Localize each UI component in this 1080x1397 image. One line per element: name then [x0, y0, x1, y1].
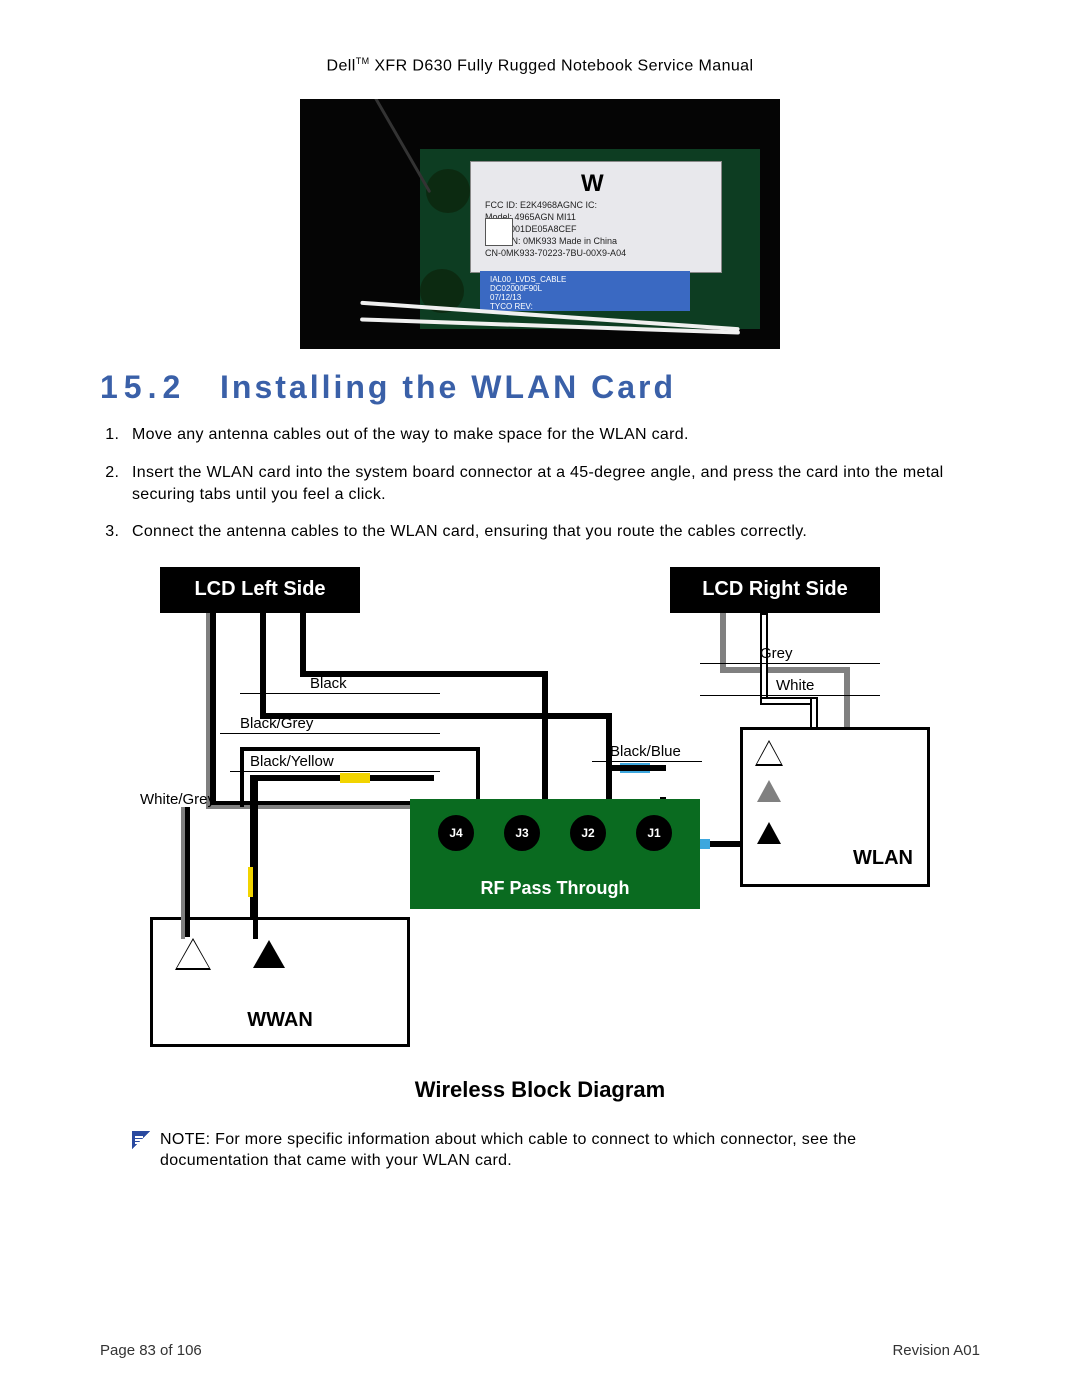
wlan-card-label: W FCC ID: E2K4968AGNC IC: Model: 4965AGN…: [470, 161, 722, 273]
section-number: 15.2: [100, 369, 220, 406]
grey-label: Grey: [760, 645, 793, 662]
tm: TM: [356, 56, 370, 66]
w-letter: W: [581, 170, 604, 198]
blackgrey-label: Black/Grey: [240, 715, 313, 732]
page-header: DellTM XFR D630 Fully Rugged Notebook Se…: [100, 56, 980, 75]
diagram-caption: Wireless Block Diagram: [100, 1077, 980, 1103]
wlan-photo: W FCC ID: E2K4968AGNC IC: Model: 4965AGN…: [300, 99, 780, 349]
header-rest: XFR D630 Fully Rugged Notebook Service M…: [370, 57, 754, 74]
step-2: Insert the WLAN card into the system boa…: [124, 462, 980, 505]
wlan-label: WLAN: [853, 847, 913, 870]
step-3: Connect the antenna cables to the WLAN c…: [124, 521, 980, 543]
white-label: White: [776, 677, 814, 694]
whitegrey-label: White/Grey: [140, 791, 215, 808]
page-footer: Page 83 of 106 Revision A01: [100, 1342, 980, 1359]
note-icon: [132, 1131, 150, 1149]
section-heading: 15.2Installing the WLAN Card: [100, 369, 980, 406]
note-text: NOTE: For more specific information abou…: [160, 1129, 960, 1172]
step-1: Move any antenna cables out of the way t…: [124, 424, 980, 446]
note-body: For more specific information about whic…: [160, 1131, 856, 1170]
install-steps: Move any antenna cables out of the way t…: [124, 424, 980, 542]
wwan-label: WWAN: [153, 1009, 407, 1032]
j1: J1: [634, 813, 674, 853]
black-label: Black: [310, 675, 347, 692]
cn-line: CN-0MK933-70223-7BU-00X9-A04: [485, 248, 626, 258]
fcc-line: FCC ID: E2K4968AGNC IC:: [485, 200, 597, 210]
lcd-left-box: LCD Left Side: [160, 567, 360, 613]
j3: J3: [502, 813, 542, 853]
blackyellow-label: Black/Yellow: [250, 753, 334, 770]
note-prefix: NOTE:: [160, 1131, 210, 1148]
brand: Dell: [327, 57, 356, 74]
note-block: NOTE: For more specific information abou…: [132, 1129, 960, 1172]
j4: J4: [436, 813, 476, 853]
section-title: Installing the WLAN Card: [220, 369, 676, 405]
rf-caption: RF Pass Through: [410, 878, 700, 899]
revision: Revision A01: [892, 1342, 980, 1359]
j2: J2: [568, 813, 608, 853]
blackblue-label: Black/Blue: [610, 743, 681, 760]
rf-passthrough-box: J4 J3 J2 J1 RF Pass Through: [410, 799, 700, 909]
page-number: Page 83 of 106: [100, 1342, 202, 1359]
wlan-box: WLAN: [740, 727, 930, 887]
wireless-block-diagram: LCD Left Side LCD Right Side: [140, 567, 940, 1067]
lvds-label: IAL00_LVDS_CABLE DC02000F90L 07/12/13 TY…: [480, 271, 690, 311]
lcd-right-box: LCD Right Side: [670, 567, 880, 613]
